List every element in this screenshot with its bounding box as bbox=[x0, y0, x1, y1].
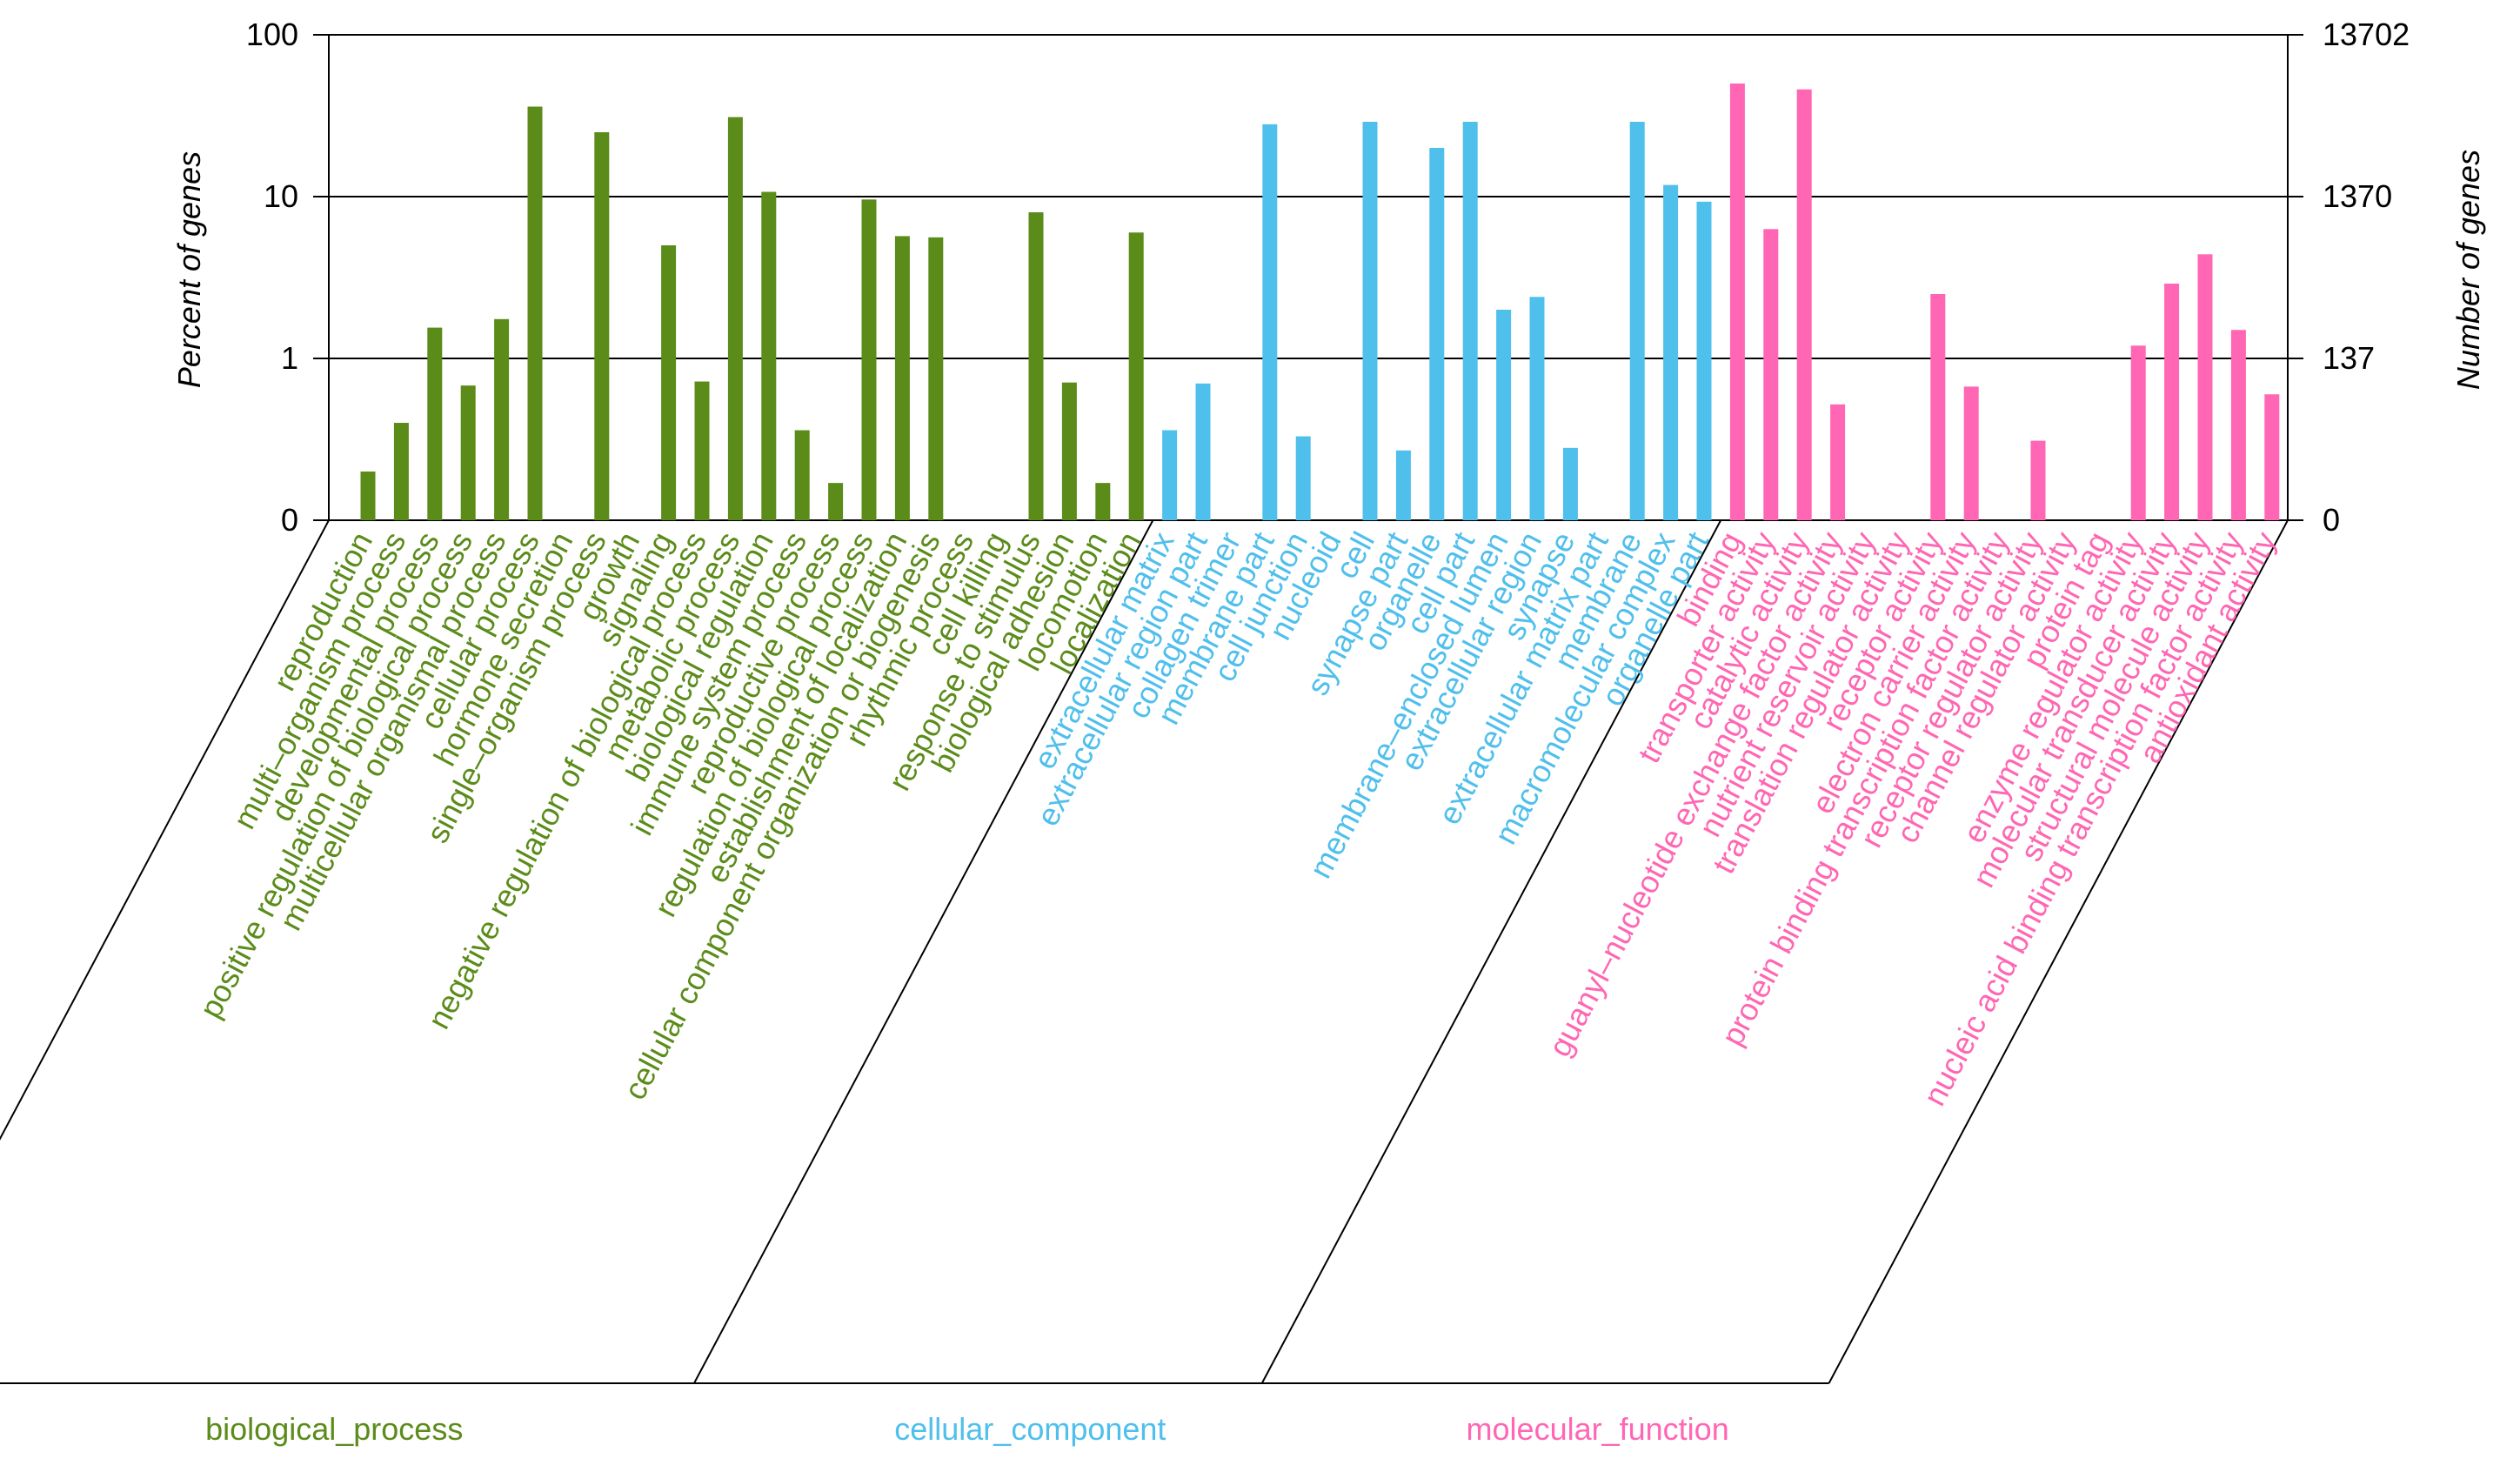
bars bbox=[360, 83, 2280, 521]
group-frames bbox=[0, 519, 2289, 1384]
bar bbox=[1128, 232, 1144, 520]
bar bbox=[1462, 121, 1478, 521]
y-tick-label-right: 0 bbox=[2323, 502, 2340, 538]
bar bbox=[1663, 184, 1679, 520]
bar bbox=[1395, 450, 1411, 520]
y-tick-label-left: 0 bbox=[281, 502, 298, 538]
bar bbox=[1061, 382, 1077, 520]
y-tick-label-left: 1 bbox=[281, 340, 298, 376]
bar bbox=[1496, 310, 1512, 520]
bar bbox=[2164, 283, 2180, 520]
bar bbox=[594, 131, 610, 520]
y-tick-label-left: 100 bbox=[246, 17, 298, 52]
bar bbox=[1262, 124, 1278, 520]
bar bbox=[2130, 345, 2146, 520]
bar bbox=[1696, 201, 1712, 520]
bar bbox=[828, 483, 844, 520]
group-labels: biological_process cellular_component mole… bbox=[205, 1411, 1729, 1447]
bar bbox=[2030, 440, 2046, 520]
bar bbox=[2230, 330, 2246, 520]
bar bbox=[494, 318, 510, 520]
group-label: biological_process bbox=[205, 1411, 463, 1447]
bar bbox=[1429, 148, 1445, 520]
bar bbox=[761, 191, 777, 521]
bar bbox=[1195, 383, 1211, 520]
y-axis-left-title: Percent of genes bbox=[171, 151, 207, 388]
axes: 0 1 10 100 0 137 1370 13702 bbox=[246, 17, 2410, 538]
y-tick-label-right: 13702 bbox=[2323, 17, 2410, 52]
y-tick-label-left: 10 bbox=[264, 178, 298, 214]
bar bbox=[1930, 293, 1946, 520]
bar bbox=[1729, 83, 1745, 520]
bar bbox=[894, 236, 910, 520]
bar bbox=[2197, 254, 2213, 520]
bar bbox=[427, 327, 443, 520]
y-tick-label-right: 137 bbox=[2323, 340, 2375, 376]
bar bbox=[861, 199, 877, 520]
bar bbox=[1095, 483, 1111, 520]
bar bbox=[1295, 436, 1311, 520]
group-label: molecular_function bbox=[1467, 1411, 1729, 1447]
y-tick-label-right: 1370 bbox=[2323, 178, 2392, 214]
group-divider bbox=[1260, 519, 1722, 1384]
group-divider bbox=[1828, 519, 2289, 1384]
bar bbox=[460, 385, 476, 520]
bar bbox=[794, 430, 810, 520]
bar bbox=[661, 244, 677, 520]
bar bbox=[527, 106, 543, 520]
bar bbox=[694, 381, 710, 520]
bar bbox=[1796, 89, 1812, 520]
bar bbox=[1629, 121, 1645, 521]
bar bbox=[1963, 386, 1979, 520]
bar bbox=[1830, 404, 1846, 520]
y-axis-right-title: Number of genes bbox=[2450, 150, 2486, 390]
bar bbox=[1562, 447, 1578, 520]
group-label: cellular_component bbox=[894, 1411, 1166, 1447]
bar bbox=[928, 237, 944, 520]
bar bbox=[1362, 121, 1378, 521]
bar bbox=[1763, 229, 1779, 520]
bar bbox=[2264, 394, 2280, 520]
group-divider bbox=[0, 519, 330, 1141]
bar bbox=[393, 423, 409, 520]
gridlines bbox=[329, 34, 2288, 359]
bar bbox=[360, 472, 376, 520]
group-divider bbox=[693, 519, 1154, 1384]
bar bbox=[1028, 212, 1044, 520]
bar bbox=[727, 117, 743, 520]
bar bbox=[1529, 297, 1545, 520]
bar bbox=[1162, 430, 1178, 520]
